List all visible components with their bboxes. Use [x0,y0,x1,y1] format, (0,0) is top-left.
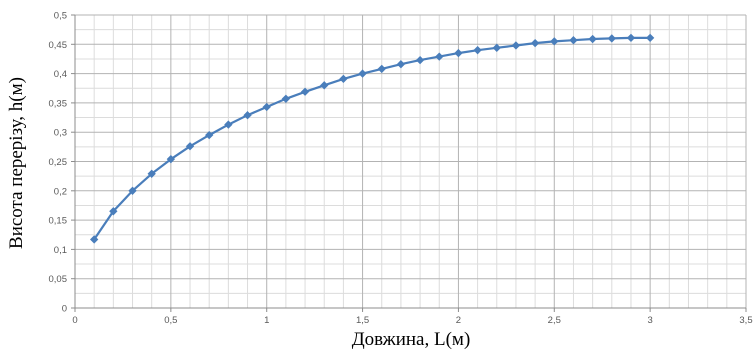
y-tick-label: 0,05 [49,274,68,285]
data-point [243,111,252,120]
data-point [147,169,156,178]
y-tick-label: 0,45 [49,40,68,51]
y-tick-label: 0,2 [54,186,67,197]
data-point [281,94,291,103]
x-tick-label: 1 [264,315,269,326]
data-point [339,74,348,84]
data-point [224,120,233,129]
data-point [435,52,444,61]
data-point [588,34,597,44]
data-point [128,186,137,195]
axes [71,14,747,312]
x-tick-label: 0 [72,315,77,326]
series [90,33,655,244]
data-point [300,87,310,96]
data-point [396,60,406,69]
data-point [645,33,655,43]
data-point [166,154,176,164]
x-tick-label: 2 [456,315,461,326]
x-tick-label: 0,5 [164,315,177,326]
data-point [109,207,118,216]
data-point [569,36,578,45]
data-point [511,41,521,50]
y-tick-label: 0,4 [54,69,67,80]
data-point [492,43,501,52]
y-tick-label: 0 [62,304,67,315]
y-tick-label: 0,25 [49,157,68,168]
data-point [358,69,367,78]
data-point [320,81,329,90]
data-point [262,102,271,112]
x-tick-label: 3,5 [739,315,752,326]
data-point [205,130,214,140]
y-tick-label: 0,35 [49,98,68,109]
y-tick-labels: 0 0,05 0,1 0,15 0,2 0,25 0,3 0,35 0,4 0,45 0,5 [49,11,68,315]
y-tick-label: 0,3 [54,128,67,139]
grid [74,14,747,309]
data-point [530,38,540,48]
data-point [90,235,99,244]
y-tick-label: 0,5 [54,11,67,22]
x-tick-label: 1,5 [356,315,369,326]
data-point [473,45,482,55]
data-point [185,142,195,151]
data-point [550,37,559,46]
y-axis-title: Висота перерізу, h(м) [6,77,27,249]
data-point [415,55,425,65]
y-tick-label: 0,15 [49,216,68,227]
y-tick-label: 0,1 [54,245,67,256]
series-line [93,36,651,241]
x-tick-labels: 0 0,5 1 1,5 2 2,5 3 3,5 [72,315,752,326]
data-point [626,33,636,43]
data-point [377,64,386,74]
x-axis-title: Довжина, L(м) [352,329,471,350]
data-point [454,48,463,58]
x-tick-label: 3 [647,315,652,326]
x-tick-label: 2,5 [548,315,561,326]
data-point [607,34,616,43]
